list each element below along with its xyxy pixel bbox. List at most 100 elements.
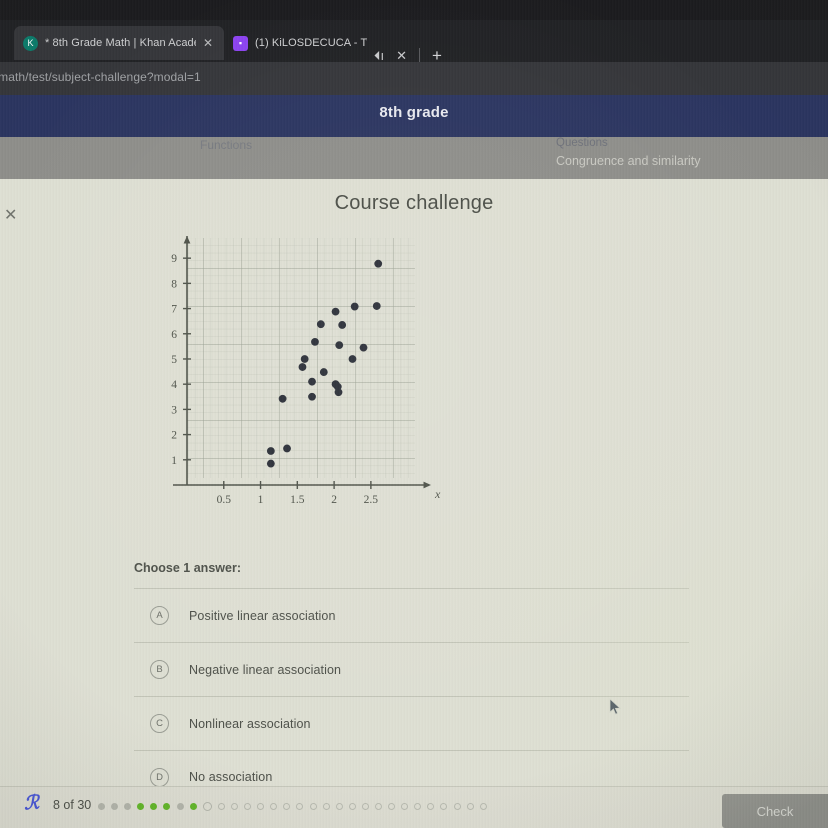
answer-bubble-a[interactable]: A [150, 606, 169, 625]
answer-bubble-b[interactable]: B [150, 660, 169, 679]
plot-tick-labels: 0.5 1 1.5 2 2.5 1 2 3 4 5 6 7 8 9 [171, 253, 378, 506]
progress-dot[interactable] [335, 803, 343, 810]
scatter-point [266, 447, 275, 455]
answer-choices: A Positive linear association B Negative li… [134, 588, 689, 804]
scatter-point [308, 377, 316, 386]
y-tick-label: 3 [171, 404, 177, 416]
x-tick-label: 2 [331, 494, 337, 506]
progress-dot[interactable] [440, 803, 448, 810]
progress-dot[interactable] [244, 803, 252, 810]
scatter-plot-svg: 0.5 1 1.5 2 2.5 1 2 3 4 5 6 7 8 9 x [171, 236, 441, 506]
subnav-item-questions[interactable]: Questions [556, 137, 608, 149]
progress-dot[interactable] [176, 803, 184, 810]
browser-tab-twitch[interactable]: ▪ (1) KiLOSDECUCA - Twitch [224, 26, 376, 60]
answer-label: Positive linear association [189, 608, 336, 623]
progress-dot[interactable] [202, 802, 212, 811]
progress-dot[interactable] [309, 803, 317, 810]
progress-dot[interactable] [466, 803, 474, 810]
url-text[interactable]: -math/test/subject-challenge?modal=1 [0, 70, 201, 84]
khan-academy-logo-icon: ℛ [23, 792, 40, 815]
y-tick-label: 6 [171, 329, 177, 341]
progress-dot[interactable] [388, 803, 396, 810]
progress-dot[interactable] [479, 803, 487, 810]
page-title: Course challenge [334, 192, 494, 214]
progress-dot[interactable] [453, 803, 461, 810]
progress-dot[interactable] [98, 803, 105, 810]
close-icon[interactable]: ✕ [4, 207, 18, 224]
tab-title: (1) KiLOSDECUCA - Twitch [255, 37, 367, 49]
x-axis-label: x [434, 487, 441, 501]
progress-dot[interactable] [322, 803, 330, 810]
scatter-point [283, 444, 291, 453]
answer-label: Negative linear association [189, 662, 342, 677]
scatter-point [335, 341, 344, 350]
progress-dot[interactable] [189, 803, 197, 810]
progress-dot[interactable] [283, 803, 291, 810]
close-tab-icon[interactable]: ✕ [396, 47, 408, 63]
scatter-point [374, 259, 383, 268]
scatter-point [334, 388, 343, 397]
x-tick-label: 2.5 [364, 494, 379, 506]
progress-dot[interactable] [296, 803, 304, 810]
browser-tabstrip: K * 8th Grade Math | Khan Academ ✕ ▪ (1)… [0, 20, 828, 64]
plot-axes [173, 236, 431, 489]
tab-title: * 8th Grade Math | Khan Academ [45, 37, 196, 49]
answer-bubble-c[interactable]: C [150, 714, 169, 733]
progress-dot[interactable] [217, 803, 225, 810]
y-tick-label: 1 [171, 455, 177, 467]
x-tick-label: 0.5 [217, 494, 232, 506]
choose-answer-label: Choose 1 answer: [134, 561, 241, 575]
tab-close-icon[interactable]: ✕ [203, 36, 214, 50]
y-tick-label: 2 [171, 430, 177, 442]
progress-dot[interactable] [348, 803, 356, 810]
answer-bubble-d[interactable]: D [150, 767, 169, 787]
answer-choice-a[interactable]: A Positive linear association [134, 588, 689, 642]
y-tick-label: 4 [171, 379, 177, 391]
tabstrip-actions: ⏴ı ✕ + [374, 47, 442, 64]
progress-dot[interactable] [361, 803, 369, 810]
progress-dot[interactable] [150, 803, 158, 810]
progress-count: 8 of 30 [53, 798, 92, 812]
y-tick-label: 7 [171, 304, 177, 316]
scatter-point [350, 302, 359, 311]
progress-dot[interactable] [270, 803, 278, 810]
progress-dots [98, 802, 487, 811]
mouse-cursor [609, 698, 621, 715]
scatter-points [266, 259, 383, 468]
progress-dot[interactable] [163, 803, 171, 810]
subnav-item-functions[interactable]: Functions [200, 138, 253, 152]
answer-label: Nonlinear association [189, 716, 311, 731]
scatter-point [359, 343, 368, 352]
progress-dot[interactable] [124, 803, 132, 810]
scatter-point [298, 363, 307, 371]
y-tick-label: 8 [171, 278, 177, 290]
khan-academy-favicon-icon: K [23, 35, 38, 51]
progress-dot[interactable] [427, 803, 435, 810]
progress-dot[interactable] [257, 803, 265, 810]
progress-dot[interactable] [374, 803, 382, 810]
progress-dot[interactable] [230, 803, 238, 810]
progress-dot[interactable] [137, 803, 145, 810]
check-button[interactable]: Check [722, 794, 828, 828]
tabstrip-divider [419, 48, 421, 63]
x-tick-label: 1.5 [290, 494, 305, 506]
scatter-plot: 0.5 1 1.5 2 2.5 1 2 3 4 5 6 7 8 9 x [165, 230, 455, 520]
scatter-point [316, 320, 325, 329]
mute-tab-icon[interactable]: ⏴ı [374, 47, 385, 63]
browser-tab-khan-academy[interactable]: K * 8th Grade Math | Khan Academ ✕ [14, 26, 224, 60]
app-header-title: 8th grade [379, 104, 449, 121]
twitch-favicon-icon: ▪ [233, 35, 248, 51]
progress-dot[interactable] [414, 803, 422, 810]
app-header: 8th grade [0, 95, 828, 137]
browser-url-bar[interactable] [0, 62, 828, 95]
answer-choice-b[interactable]: B Negative linear association [134, 642, 689, 696]
scatter-point [311, 337, 319, 346]
plot-ticks [183, 257, 372, 489]
progress-dot[interactable] [401, 803, 409, 810]
subnav-item-congruence-and-similarity[interactable]: Congruence and similarity [556, 154, 701, 168]
x-tick-label: 1 [258, 494, 264, 506]
new-tab-icon[interactable]: + [432, 46, 442, 65]
scatter-point [319, 368, 328, 376]
progress-dot[interactable] [111, 803, 119, 810]
answer-choice-c[interactable]: C Nonlinear association [134, 696, 689, 750]
